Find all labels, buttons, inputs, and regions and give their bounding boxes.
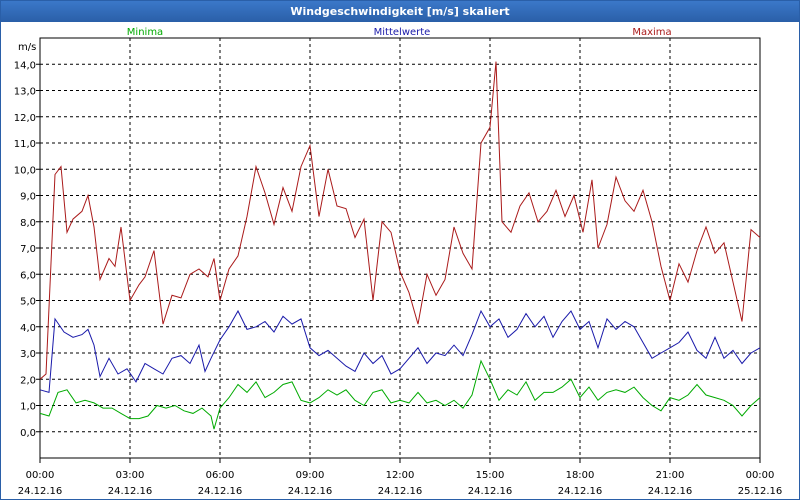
x-tick-time: 09:00 bbox=[296, 470, 325, 481]
x-tick-time: 15:00 bbox=[476, 470, 505, 481]
y-tick-label: 9,0 bbox=[20, 192, 36, 203]
y-tick-label: 0,0 bbox=[20, 428, 36, 439]
x-tick-time: 21:00 bbox=[656, 470, 685, 481]
series-line-mittelwerte bbox=[39, 309, 761, 394]
x-tick-time: 00:00 bbox=[746, 470, 775, 481]
x-tick-date: 24.12.16 bbox=[288, 486, 333, 497]
legend: Minima Mittelwerte Maxima bbox=[127, 27, 672, 38]
y-tick-label: 8,0 bbox=[20, 218, 36, 229]
y-tick-label: 14,0 bbox=[14, 60, 36, 71]
y-tick-label: 2,0 bbox=[20, 375, 36, 386]
y-tick-label: 3,0 bbox=[20, 349, 36, 360]
x-tick-date: 24.12.16 bbox=[18, 486, 63, 497]
x-tick-date: 24.12.16 bbox=[198, 486, 243, 497]
y-tick-label: 11,0 bbox=[14, 139, 36, 150]
chart-title: Windgeschwindigkeit [m/s] skaliert bbox=[1, 1, 799, 22]
y-tick-label: 7,0 bbox=[20, 244, 36, 255]
y-tick-label: 13,0 bbox=[14, 87, 36, 98]
x-tick-date: 24.12.16 bbox=[378, 486, 423, 497]
x-tick-date: 24.12.16 bbox=[468, 486, 513, 497]
y-axis: 0,0 1,0 2,0 3,0 4,0 5,0 6,0 7,0 8,0 9,0 10,0 11,0 12… bbox=[14, 60, 40, 439]
legend-entry-maxima: Maxima bbox=[632, 27, 671, 38]
y-tick-label: 5,0 bbox=[20, 297, 36, 308]
x-tick-time: 06:00 bbox=[206, 470, 235, 481]
series-line-maxima bbox=[39, 61, 761, 380]
x-tick-date: 24.12.16 bbox=[648, 486, 693, 497]
x-tick-date: 24.12.16 bbox=[108, 486, 153, 497]
x-tick-date: 25.12.16 bbox=[738, 486, 783, 497]
y-tick-label: 4,0 bbox=[20, 323, 36, 334]
y-tick-label: 12,0 bbox=[14, 113, 36, 124]
y-tick-label: 10,0 bbox=[14, 165, 36, 176]
x-tick-time: 00:00 bbox=[26, 470, 55, 481]
y-tick-label: 6,0 bbox=[20, 270, 36, 281]
x-tick-date: 24.12.16 bbox=[558, 486, 603, 497]
x-axis: 00:00 24.12.16 03:00 24.12.16 06:00 24.12.16 0… bbox=[18, 458, 783, 497]
legend-entry-mittelwerte: Mittelwerte bbox=[374, 27, 431, 38]
y-tick-label: 1,0 bbox=[20, 402, 36, 413]
y-axis-label: m/s bbox=[18, 42, 36, 53]
series-line-minima bbox=[39, 359, 761, 430]
x-tick-time: 12:00 bbox=[386, 470, 415, 481]
series-lines bbox=[39, 61, 761, 430]
legend-entry-minima: Minima bbox=[127, 27, 163, 38]
grid bbox=[40, 38, 760, 458]
x-tick-time: 18:00 bbox=[566, 470, 595, 481]
x-tick-time: 03:00 bbox=[116, 470, 145, 481]
